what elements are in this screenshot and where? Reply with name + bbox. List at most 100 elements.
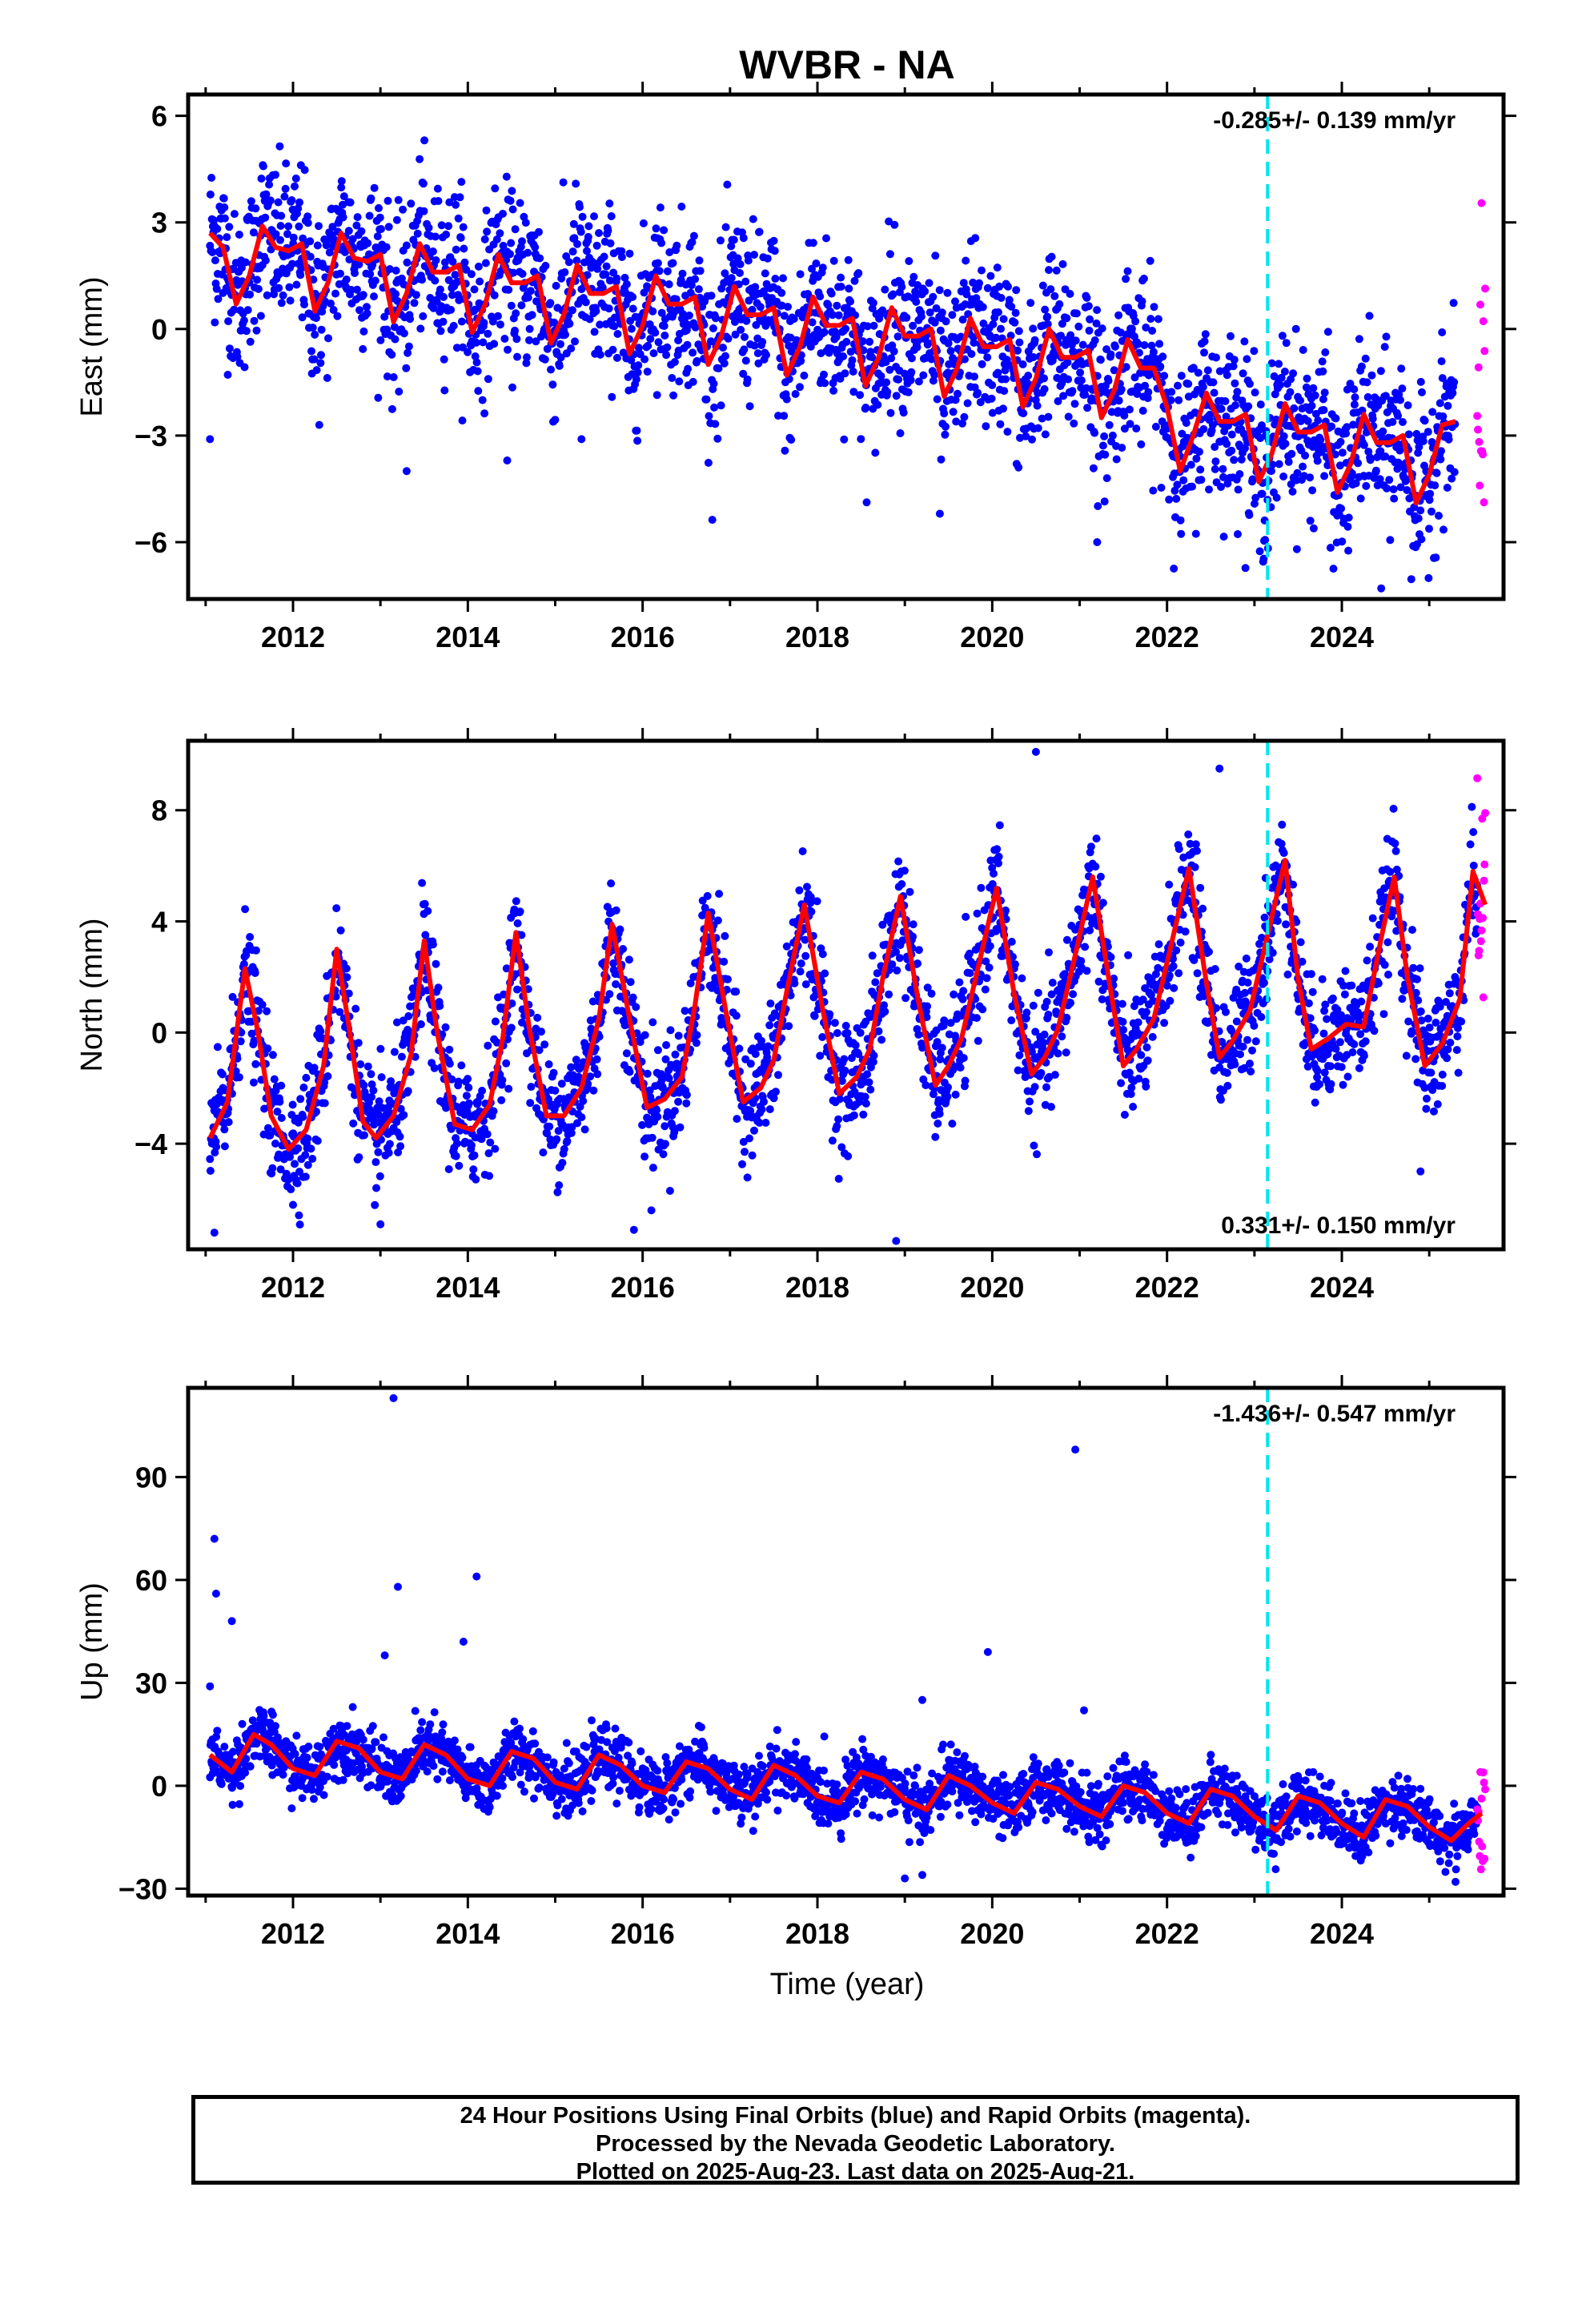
data-point <box>447 305 456 314</box>
data-point <box>869 321 878 330</box>
data-point <box>275 1097 284 1106</box>
data-point <box>584 222 593 231</box>
data-point <box>951 297 959 306</box>
data-point <box>544 1095 552 1104</box>
data-point <box>871 978 880 987</box>
data-point <box>528 311 536 320</box>
y-tick-label: 6 <box>151 100 167 133</box>
data-point <box>219 194 228 203</box>
data-point <box>220 1125 229 1134</box>
data-point <box>378 1104 387 1112</box>
data-point <box>584 1080 592 1088</box>
data-point <box>948 1120 957 1128</box>
data-point <box>1064 375 1073 384</box>
data-point <box>828 311 837 320</box>
data-point <box>930 371 939 380</box>
data-point <box>959 279 968 287</box>
data-point <box>742 316 751 325</box>
data-point <box>1098 899 1107 907</box>
data-point <box>640 1152 649 1161</box>
data-point <box>359 327 368 336</box>
data-point <box>736 260 745 268</box>
data-point <box>424 223 433 232</box>
data-point <box>1363 392 1372 401</box>
x-tick-label: 2018 <box>785 621 849 653</box>
data-point <box>458 416 467 425</box>
data-point <box>432 959 440 968</box>
data-point <box>336 926 345 935</box>
data-point <box>1453 0 1461 4</box>
data-point <box>1062 1013 1071 1022</box>
data-point <box>1317 448 1326 456</box>
data-point <box>1383 484 1391 493</box>
data-point <box>416 324 425 333</box>
data-point <box>963 399 972 408</box>
data-point <box>261 256 270 265</box>
data-point <box>645 1086 654 1095</box>
data-point <box>449 321 458 330</box>
data-point <box>521 219 530 227</box>
data-point <box>1463 0 1471 4</box>
data-point <box>496 320 504 329</box>
data-point <box>710 403 719 412</box>
data-point <box>1443 484 1452 492</box>
data-point <box>1281 440 1290 448</box>
data-point <box>923 1002 932 1011</box>
data-point <box>385 1140 394 1148</box>
data-point <box>1337 505 1346 513</box>
data-point <box>1186 460 1195 469</box>
data-point <box>470 285 479 294</box>
data-point <box>1366 456 1375 464</box>
data-point <box>348 235 357 243</box>
data-point <box>506 250 514 259</box>
data-points-east <box>206 0 1490 593</box>
data-point <box>1219 464 1227 473</box>
data-point <box>1199 904 1207 913</box>
data-point <box>1296 396 1305 405</box>
data-point <box>1054 1049 1062 1058</box>
data-point <box>670 358 679 366</box>
data-point <box>1090 336 1099 344</box>
data-point <box>486 1138 495 1147</box>
rapid-data-point <box>1480 347 1489 356</box>
data-point <box>585 315 594 324</box>
data-point <box>854 269 863 277</box>
data-point <box>861 404 870 412</box>
data-point <box>537 1027 545 1036</box>
data-point <box>1306 473 1315 482</box>
data-point <box>1259 554 1268 563</box>
data-point <box>1141 381 1150 390</box>
data-point <box>1454 0 1462 4</box>
data-point <box>665 1074 673 1083</box>
data-point <box>1449 299 1458 308</box>
data-point <box>472 1175 480 1184</box>
data-point <box>482 206 491 215</box>
data-point <box>617 253 626 261</box>
data-point <box>625 249 634 258</box>
data-point <box>1165 880 1174 889</box>
data-point <box>1196 465 1205 474</box>
data-point <box>952 417 961 426</box>
data-point <box>230 210 239 219</box>
data-point <box>1196 883 1205 892</box>
data-point <box>661 1055 670 1063</box>
data-point <box>402 241 411 250</box>
data-point <box>258 1000 267 1009</box>
x-tick-label: 2016 <box>611 621 675 653</box>
data-point <box>392 1018 401 1027</box>
data-point <box>628 993 637 1002</box>
data-point <box>1093 306 1102 315</box>
data-point <box>1174 969 1183 978</box>
data-point <box>1473 0 1481 4</box>
data-point <box>507 1023 516 1032</box>
data-point <box>392 215 401 224</box>
data-point <box>1419 436 1427 445</box>
data-point <box>656 203 665 212</box>
data-point <box>1356 494 1365 503</box>
data-point <box>686 979 695 987</box>
data-point <box>1414 448 1423 457</box>
data-point <box>1142 324 1150 332</box>
data-point <box>295 222 303 231</box>
data-point <box>719 344 727 352</box>
data-point <box>841 1021 850 1030</box>
